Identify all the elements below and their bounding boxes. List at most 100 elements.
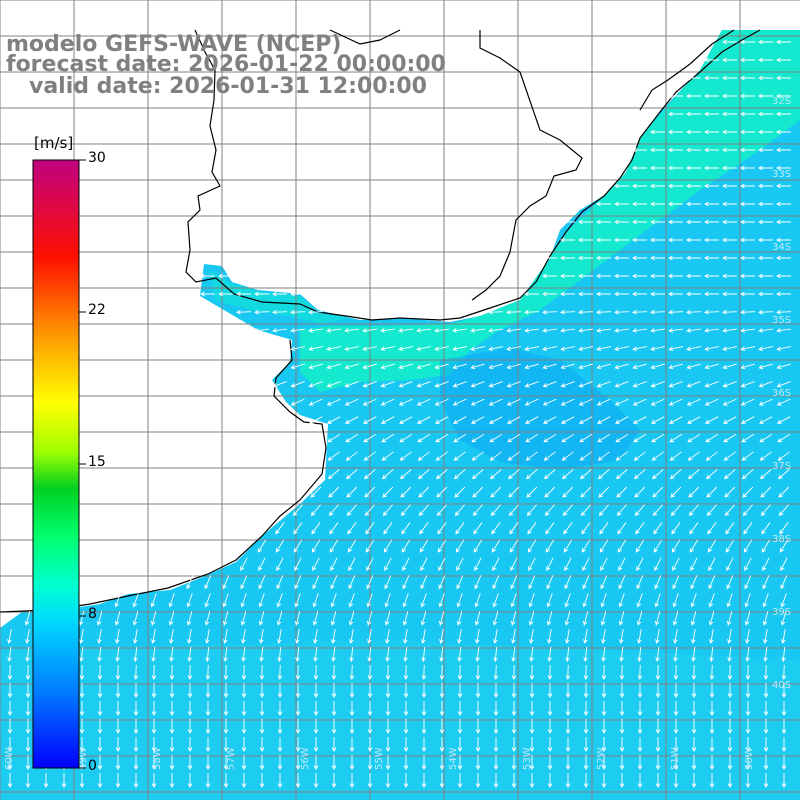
wind-arrow (385, 646, 390, 662)
wind-arrow (722, 165, 737, 171)
wind-arrow (564, 575, 572, 590)
wind-arrow (744, 593, 751, 608)
wind-arrow (650, 165, 665, 171)
wind-arrow (745, 737, 751, 752)
wind-arrow (150, 611, 157, 626)
wind-arrow (345, 469, 358, 480)
wind-arrow (758, 309, 774, 315)
wind-arrow (524, 346, 539, 352)
wind-arrow (722, 75, 737, 81)
wind-arrow (727, 719, 733, 734)
wind-arrow (762, 593, 769, 608)
colorbar-unit: [m/s] (34, 134, 74, 152)
wind-arrow (565, 629, 570, 644)
wind-arrow (763, 719, 769, 734)
wind-arrow (403, 629, 408, 644)
wind-arrow (186, 611, 193, 626)
wind-arrow (776, 398, 791, 406)
wind-arrow (403, 719, 409, 734)
wind-arrow (7, 664, 13, 680)
wind-arrow (686, 381, 701, 388)
wind-arrow (97, 755, 103, 770)
wind-arrow (672, 611, 679, 626)
wind-arrow (223, 773, 229, 788)
wind-arrow (347, 539, 357, 553)
longitude-label: 56W (300, 747, 311, 770)
wind-arrow (655, 664, 661, 680)
wind-arrow (114, 593, 121, 608)
wind-arrow (7, 737, 13, 752)
wind-arrow (25, 773, 31, 788)
wind-arrow (578, 381, 593, 388)
wind-arrow (560, 309, 576, 315)
wind-arrow (277, 755, 283, 770)
wind-arrow (362, 416, 377, 424)
wind-arrow (132, 611, 139, 626)
wind-arrow (331, 719, 337, 734)
wind-arrow (475, 737, 481, 752)
wind-arrow (578, 398, 593, 406)
wind-arrow (223, 683, 229, 698)
wind-arrow (616, 504, 627, 517)
wind-arrow (654, 611, 661, 626)
wind-arrow (704, 328, 719, 333)
wind-arrow (529, 719, 535, 734)
wind-arrow (240, 611, 247, 626)
wind-arrow (489, 451, 502, 461)
wind-arrow (633, 469, 646, 480)
wind-arrow (510, 593, 517, 608)
wind-arrow (672, 557, 680, 572)
wind-arrow (168, 611, 175, 626)
wind-arrow (367, 629, 372, 644)
wind-arrow (457, 646, 462, 662)
wind-arrow (345, 433, 359, 443)
wind-arrow (344, 398, 359, 406)
wind-arrow (707, 539, 717, 553)
wind-arrow (758, 416, 773, 424)
wind-arrow (722, 39, 737, 45)
lagoa-dos-patos-shore (639, 29, 735, 111)
wind-arrow (308, 416, 323, 424)
wind-arrow (132, 593, 139, 608)
wind-arrow (704, 201, 719, 207)
wind-arrow (637, 664, 643, 680)
wind-arrow (254, 309, 270, 315)
wind-arrow (25, 755, 31, 770)
wind-arrow (259, 646, 264, 662)
latitude-label: 35S (772, 315, 791, 326)
wind-arrow (398, 398, 413, 406)
wind-arrow (601, 719, 607, 734)
wind-arrow (723, 433, 737, 443)
wind-arrow (508, 486, 520, 498)
wind-arrow (439, 701, 445, 716)
wind-arrow (331, 646, 336, 662)
wind-arrow (331, 755, 337, 770)
wind-arrow (421, 755, 427, 770)
wind-arrow (492, 593, 499, 608)
wind-arrow (133, 683, 139, 698)
wind-arrow (637, 773, 643, 788)
wind-arrow (437, 522, 447, 535)
wind-arrow (655, 719, 661, 734)
wind-arrow (726, 557, 734, 572)
wind-arrow (79, 683, 85, 698)
wind-arrow (632, 398, 647, 406)
wind-arrow (313, 737, 319, 752)
wind-arrow (722, 255, 737, 261)
wind-arrow (727, 646, 732, 662)
wind-arrow (596, 219, 611, 225)
wind-arrow (758, 273, 773, 279)
wind-arrow (727, 737, 733, 752)
colorbar-tick-15: 15 (88, 454, 106, 470)
wind-arrow (310, 486, 322, 498)
wind-arrow (7, 701, 13, 716)
latitude-label: 39S (772, 607, 791, 618)
wind-arrow (438, 611, 445, 626)
wind-arrow (670, 486, 682, 498)
wind-arrow (546, 557, 554, 572)
wind-arrow (511, 683, 517, 698)
wind-arrow (740, 398, 755, 406)
wind-arrow (204, 593, 211, 608)
wind-vectors (7, 39, 792, 788)
wind-arrow (740, 416, 755, 424)
